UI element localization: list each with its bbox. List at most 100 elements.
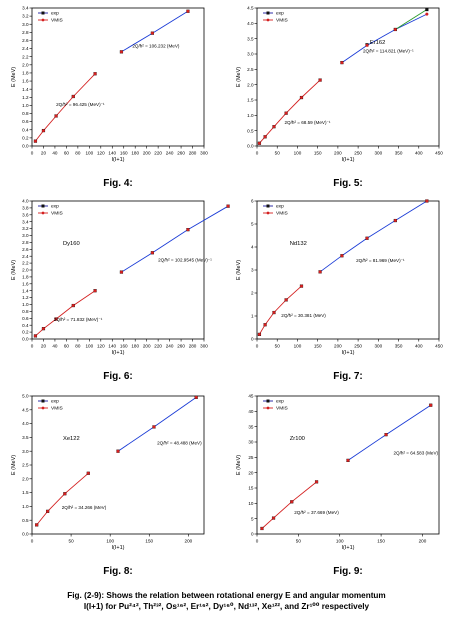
nucleus-label: Er162 (370, 40, 385, 46)
y-tick-label: 0.2 (22, 330, 29, 335)
legend-label-exp: exp (276, 205, 284, 210)
y-tick-label: 1 (251, 314, 254, 319)
y-tick-label: 0.6 (22, 119, 29, 124)
x-tick-label: 350 (395, 344, 403, 349)
y-tick-label: 2.4 (22, 254, 29, 259)
y-tick-label: 2.6 (22, 247, 29, 252)
point-exp-high (425, 7, 429, 12)
legend-label-exp: exp (276, 400, 284, 405)
x-tick-label: 160 (120, 151, 128, 156)
point-vmis-low (46, 509, 50, 513)
y-tick-label: 2.5 (22, 463, 29, 468)
x-tick-label: 400 (415, 344, 423, 349)
y-tick-label: 4.0 (22, 421, 29, 426)
legend-marker-vmis (266, 18, 270, 22)
point-vmis-low (260, 526, 264, 530)
point-vmis-high (119, 270, 123, 274)
figure-caption: Fig. (2-9): Shows the relation between r… (0, 590, 453, 612)
point-vmis-low (93, 72, 97, 76)
figure-label-fig7: Fig. 7: (333, 371, 363, 382)
x-tick-label: 150 (377, 539, 385, 544)
y-tick-label: 3.4 (22, 6, 29, 11)
y-tick-label: 3.0 (22, 233, 29, 238)
point-vmis-low (272, 311, 276, 315)
x-tick-label: 0 (256, 151, 259, 156)
x-tick-label: 240 (166, 151, 174, 156)
annotation-moment-of-inertia: 2Q/ħ² = 102.9545 (MeV)⁻¹ (158, 257, 212, 262)
x-tick-label: 120 (97, 151, 105, 156)
point-vmis-low (290, 500, 294, 504)
point-vmis-low (41, 129, 45, 133)
x-tick-label: 200 (419, 539, 427, 544)
point-vmis-low (54, 114, 58, 118)
y-tick-label: 1.6 (22, 281, 29, 286)
y-tick-label: 2.5 (247, 67, 254, 72)
y-tick-label: 0.0 (22, 337, 29, 342)
nucleus-label: Zr100 (290, 436, 305, 442)
legend-marker-vmis (41, 18, 45, 22)
x-tick-label: 300 (374, 344, 382, 349)
chart-fig6: Fig. 6: 0 20 40 60 80 100 120 140 160 180 200 220 24… (10, 197, 230, 382)
y-tick-label: 0.8 (22, 111, 29, 116)
y-tick-label: 0 (251, 532, 254, 537)
y-tick-label: 3.0 (247, 52, 254, 57)
x-tick-label: 400 (415, 151, 423, 156)
x-tick-label: 140 (108, 151, 116, 156)
point-vmis-high (425, 199, 429, 203)
annotation-moment-of-inertia: 2Q/ħ² = 30.381 (MeV) (281, 313, 326, 318)
x-tick-label: 50 (275, 344, 281, 349)
y-tick-label: 15 (248, 486, 254, 491)
x-axis-label: I(I+1) (342, 545, 355, 551)
point-vmis-high (119, 50, 123, 54)
y-tick-label: 1.4 (22, 288, 29, 293)
y-axis-label: E (MeV) (236, 260, 242, 280)
x-tick-label: 60 (64, 344, 70, 349)
y-tick-label: 2.6 (22, 38, 29, 43)
point-vmis-low (257, 332, 261, 336)
point-vmis-high (150, 31, 154, 35)
nucleus-label: Dy160 (63, 241, 80, 247)
caption-line-1: Fig. (2-9): Shows the relation between r… (67, 591, 386, 600)
y-tick-label: 20 (248, 470, 254, 475)
point-vmis-low (299, 96, 303, 100)
x-tick-label: 150 (314, 151, 322, 156)
y-tick-label: 0.8 (22, 309, 29, 314)
chart-fig5: Fig. 5: 0 50 100 150 200 250 300 350 400 450 0.0 0.… (235, 4, 445, 189)
legend-marker-vmis (266, 406, 270, 410)
y-tick-label: 0 (251, 337, 254, 342)
x-tick-label: 300 (200, 344, 208, 349)
y-tick-label: 1.5 (22, 490, 29, 495)
x-tick-label: 50 (275, 151, 281, 156)
legend-label-exp: exp (51, 12, 59, 17)
y-tick-label: 0.0 (22, 144, 29, 149)
y-tick-label: 0.0 (247, 144, 254, 149)
y-tick-label: 5 (251, 222, 254, 227)
y-tick-label: 1.0 (247, 113, 254, 118)
point-vmis-low (318, 78, 322, 82)
x-tick-label: 0 (31, 151, 34, 156)
y-tick-label: 35 (248, 424, 254, 429)
nucleus-label: Xe122 (63, 436, 80, 442)
chart-fig4: Fig. 4: 0 20 40 60 80 100 120 140 160 180 200 220 24… (10, 4, 210, 189)
y-tick-label: 0.6 (22, 316, 29, 321)
series-vmis-high-line (341, 13, 428, 63)
figure-label-fig4: Fig. 4: (103, 178, 133, 189)
annotation-moment-of-inertia: 2Q/ħ² = 114.821 (MeV)⁻¹ (363, 48, 414, 53)
legend-label-vmis: VMIS (51, 18, 63, 24)
y-axis-label: E (MeV) (11, 260, 17, 280)
x-tick-label: 260 (177, 151, 185, 156)
y-tick-label: 3.6 (22, 212, 29, 217)
x-tick-label: 240 (166, 344, 174, 349)
plot-frame (256, 7, 440, 147)
legend-marker-vmis (266, 211, 270, 215)
y-tick-label: 5.0 (22, 394, 29, 399)
x-tick-label: 160 (120, 344, 128, 349)
y-tick-label: 1.0 (22, 103, 29, 108)
point-vmis-high (393, 27, 397, 31)
y-axis-label: E (MeV) (236, 67, 242, 87)
legend-label-exp: exp (51, 400, 59, 405)
chart-svg-fig9: 0 50 100 150 200 0 5 10 15 20 25 30 35 40 45 I(I+1) E (M… (236, 394, 440, 551)
y-tick-label: 3.2 (22, 14, 29, 19)
y-tick-label: 2.2 (22, 54, 29, 59)
annotation-moment-of-inertia: 2Q/ħ² = 81.969 (MeV)⁻¹ (356, 258, 405, 263)
